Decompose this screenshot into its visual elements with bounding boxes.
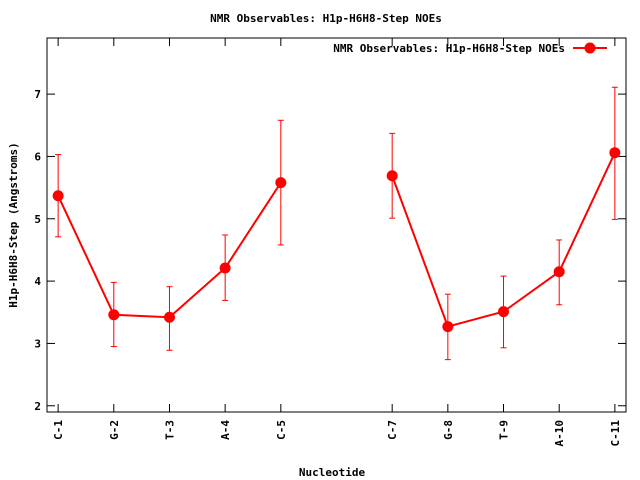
chart-title: NMR Observables: H1p-H6H8-Step NOEs <box>210 12 442 25</box>
x-tick-label: A-4 <box>219 420 232 440</box>
y-axis: 2 3 4 5 6 7 <box>34 88 626 413</box>
data-point <box>219 262 231 274</box>
x-tick-label: G-8 <box>442 420 455 440</box>
legend-marker <box>584 42 596 54</box>
y-tick-label: 2 <box>34 400 41 413</box>
x-tick-label: T-9 <box>498 420 511 440</box>
y-tick-label: 5 <box>34 213 41 226</box>
x-axis-label: Nucleotide <box>299 466 366 479</box>
x-axis: C-1 G-2 T-3 A-4 C-5 C-7 G-8 T-9 A-10 C-11 <box>52 38 622 447</box>
data-point <box>442 321 454 333</box>
data-point <box>275 177 287 189</box>
x-tick-label: C-1 <box>52 420 65 440</box>
data-point <box>52 190 64 202</box>
series-layer <box>52 86 621 361</box>
data-point <box>386 170 398 182</box>
y-tick-label: 7 <box>34 88 41 101</box>
plot-frame <box>46 37 627 413</box>
y-tick-label: 3 <box>34 337 41 350</box>
y-tick-label: 6 <box>34 150 41 163</box>
data-point <box>553 266 565 278</box>
data-point <box>498 306 510 318</box>
legend-label: NMR Observables: H1p-H6H8-Step NOEs <box>333 42 565 55</box>
legend: NMR Observables: H1p-H6H8-Step NOEs <box>333 42 607 55</box>
x-tick-label: C-11 <box>609 420 622 447</box>
data-point <box>163 311 175 323</box>
x-tick-label: A-10 <box>553 420 566 447</box>
data-point <box>108 309 120 321</box>
x-tick-label: C-7 <box>386 420 399 440</box>
data-point <box>609 147 621 159</box>
x-tick-label: G-2 <box>108 420 121 440</box>
y-tick-label: 4 <box>34 275 41 288</box>
x-tick-label: T-3 <box>163 420 176 440</box>
y-axis-label: H1p-H6H8-Step (Angstroms) <box>7 142 20 308</box>
x-tick-label: C-5 <box>275 420 288 440</box>
